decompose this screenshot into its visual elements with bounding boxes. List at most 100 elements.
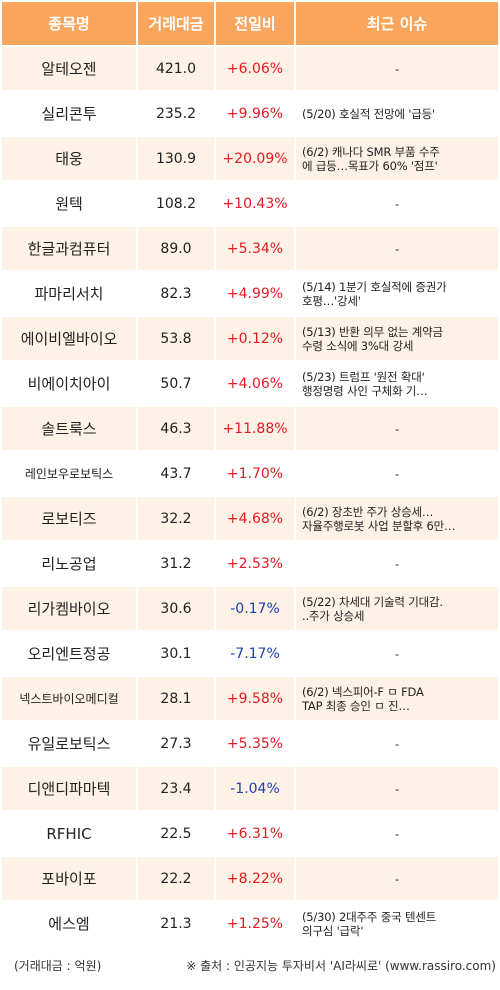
table-row: 리가켐바이오 30.6 -0.17% (5/22) 차세대 기술력 기대감. ..주가… — [2, 587, 498, 630]
stock-name: 태웅 — [2, 137, 136, 180]
stock-name: 원텍 — [2, 182, 136, 225]
recent-issue-text: (5/14) 1분기 호실적에 증권가 호평…'강세' — [302, 279, 447, 308]
stock-name: 솔트룩스 — [2, 407, 136, 450]
trading-value: 23.4 — [138, 767, 214, 810]
change-rate: +6.06% — [216, 47, 294, 90]
trading-value: 235.2 — [138, 92, 214, 135]
stock-name: 레인보우로보틱스 — [2, 452, 136, 495]
table-row: 실리콘투 235.2 +9.96% (5/20) 호실적 전망에 '급등' — [2, 92, 498, 135]
change-rate: +4.06% — [216, 362, 294, 405]
header-recent-issue: 최근 이슈 — [296, 2, 498, 45]
trading-value: 21.3 — [138, 902, 214, 945]
recent-issue-text: - — [395, 466, 399, 481]
recent-issue-text: (5/30) 2대주주 중국 텐센트 의구심 '급락' — [302, 909, 437, 938]
stock-name: 넥스트바이오메디컬 — [2, 677, 136, 720]
trading-value: 421.0 — [138, 47, 214, 90]
recent-issue-text: - — [395, 736, 399, 751]
table-row: 유일로보틱스 27.3 +5.35% - — [2, 722, 498, 765]
recent-issue: - — [296, 812, 498, 855]
change-rate: +8.22% — [216, 857, 294, 900]
table-row: 디앤디파마텍 23.4 -1.04% - — [2, 767, 498, 810]
recent-issue: (5/14) 1분기 호실적에 증권가 호평…'강세' — [296, 272, 498, 315]
stock-name: RFHIC — [2, 812, 136, 855]
trading-value-table: 종목명 거래대금 전일비 최근 이슈 알테오젠 421.0 +6.06% - 실리콘투 2… — [2, 2, 498, 945]
table-row: 레인보우로보틱스 43.7 +1.70% - — [2, 452, 498, 495]
table-row: 솔트룩스 46.3 +11.88% - — [2, 407, 498, 450]
table-row: 파마리서치 82.3 +4.99% (5/14) 1분기 호실적에 증권가 호평…'강… — [2, 272, 498, 315]
table-header-row: 종목명 거래대금 전일비 최근 이슈 — [2, 2, 498, 45]
table-row: 알테오젠 421.0 +6.06% - — [2, 47, 498, 90]
recent-issue: - — [296, 542, 498, 585]
stock-name: 에이비엘바이오 — [2, 317, 136, 360]
table-row: 리노공업 31.2 +2.53% - — [2, 542, 498, 585]
recent-issue-text: - — [395, 781, 399, 796]
table-row: 오리엔트정공 30.1 -7.17% - — [2, 632, 498, 675]
table-row: 원텍 108.2 +10.43% - — [2, 182, 498, 225]
trading-value: 108.2 — [138, 182, 214, 225]
stock-name: 파마리서치 — [2, 272, 136, 315]
recent-issue: (5/13) 반환 의무 없는 계약금 수령 소식에 3%대 강세 — [296, 317, 498, 360]
stock-name: 알테오젠 — [2, 47, 136, 90]
trading-value: 30.1 — [138, 632, 214, 675]
change-rate: -7.17% — [216, 632, 294, 675]
header-trading-value: 거래대금 — [138, 2, 214, 45]
stock-name: 오리엔트정공 — [2, 632, 136, 675]
stock-name: 로보티즈 — [2, 497, 136, 540]
recent-issue: - — [296, 227, 498, 270]
recent-issue-text: (5/13) 반환 의무 없는 계약금 수령 소식에 3%대 강세 — [302, 324, 443, 353]
change-rate: +1.70% — [216, 452, 294, 495]
recent-issue: - — [296, 722, 498, 765]
trading-value: 130.9 — [138, 137, 214, 180]
stock-name: 실리콘투 — [2, 92, 136, 135]
table-footer: (거래대금 : 억원) ※ 출처 : 인공지능 투자비서 'AI라씨로' (ww… — [0, 955, 500, 975]
stock-name: 디앤디파마텍 — [2, 767, 136, 810]
change-rate: +2.53% — [216, 542, 294, 585]
change-rate: -1.04% — [216, 767, 294, 810]
change-rate: +10.43% — [216, 182, 294, 225]
stock-name: 유일로보틱스 — [2, 722, 136, 765]
recent-issue: - — [296, 857, 498, 900]
recent-issue: - — [296, 632, 498, 675]
recent-issue: (5/23) 트럼프 '원전 확대' 행정명령 사인 구체화 기… — [296, 362, 498, 405]
change-rate: +1.25% — [216, 902, 294, 945]
trading-value: 31.2 — [138, 542, 214, 585]
trading-value: 46.3 — [138, 407, 214, 450]
table-row: 포바이포 22.2 +8.22% - — [2, 857, 498, 900]
change-rate: +0.12% — [216, 317, 294, 360]
recent-issue-text: (5/22) 차세대 기술력 기대감. ..주가 상승세 — [302, 594, 443, 623]
recent-issue: - — [296, 47, 498, 90]
trading-value: 32.2 — [138, 497, 214, 540]
table-row: 태웅 130.9 +20.09% (6/2) 캐나다 SMR 부품 수주 에 급등…목… — [2, 137, 498, 180]
recent-issue: - — [296, 182, 498, 225]
recent-issue-text: (5/20) 호실적 전망에 '급등' — [302, 106, 435, 121]
trading-value: 28.1 — [138, 677, 214, 720]
stock-name: 한글과컴퓨터 — [2, 227, 136, 270]
table-row: RFHIC 22.5 +6.31% - — [2, 812, 498, 855]
recent-issue-text: (5/23) 트럼프 '원전 확대' 행정명령 사인 구체화 기… — [302, 369, 428, 398]
recent-issue: (6/2) 넥스피어-F ㅁ FDA TAP 최종 승인 ㅁ 진… — [296, 677, 498, 720]
change-rate: +4.68% — [216, 497, 294, 540]
change-rate: +9.58% — [216, 677, 294, 720]
stock-name: 리가켐바이오 — [2, 587, 136, 630]
recent-issue-text: (6/2) 장초반 주가 상승세… 자율주행로봇 사업 분할후 6만… — [302, 504, 456, 533]
trading-value: 22.2 — [138, 857, 214, 900]
trading-value: 30.6 — [138, 587, 214, 630]
stock-name: 비에이치아이 — [2, 362, 136, 405]
header-stock-name: 종목명 — [2, 2, 136, 45]
trading-value: 27.3 — [138, 722, 214, 765]
change-rate: -0.17% — [216, 587, 294, 630]
recent-issue-text: - — [395, 61, 399, 76]
trading-value: 89.0 — [138, 227, 214, 270]
recent-issue-text: - — [395, 556, 399, 571]
recent-issue-text: - — [395, 241, 399, 256]
trading-value: 53.8 — [138, 317, 214, 360]
recent-issue: (5/30) 2대주주 중국 텐센트 의구심 '급락' — [296, 902, 498, 945]
source-note: ※ 출처 : 인공지능 투자비서 'AI라씨로' (www.rassiro.co… — [186, 959, 496, 973]
table-row: 한글과컴퓨터 89.0 +5.34% - — [2, 227, 498, 270]
unit-note: (거래대금 : 억원) — [14, 959, 102, 973]
recent-issue-text: - — [395, 826, 399, 841]
header-change: 전일비 — [216, 2, 294, 45]
recent-issue-text: (6/2) 캐나다 SMR 부품 수주 에 급등…목표가 60% '점프' — [302, 144, 440, 173]
recent-issue: (6/2) 장초반 주가 상승세… 자율주행로봇 사업 분할후 6만… — [296, 497, 498, 540]
